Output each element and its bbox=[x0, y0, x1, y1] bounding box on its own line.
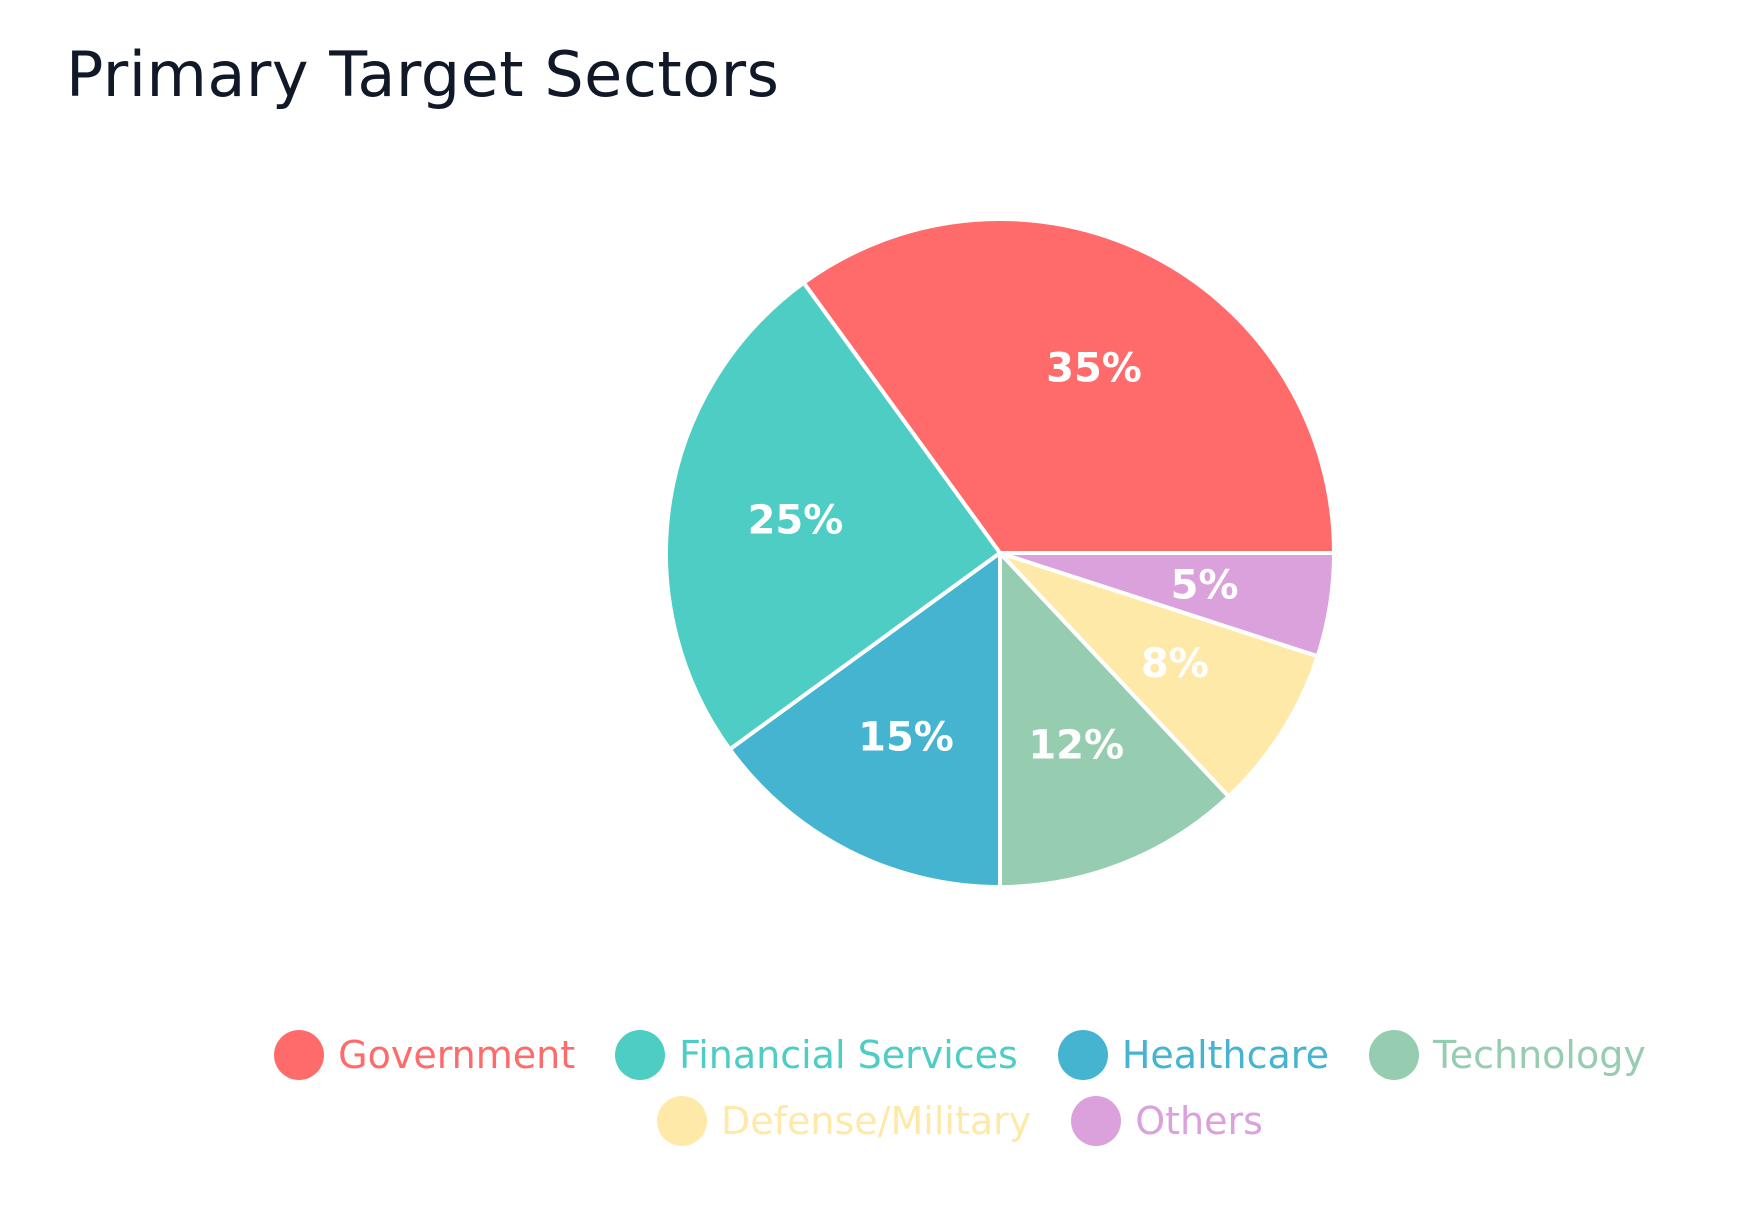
legend-swatch-icon bbox=[615, 1030, 666, 1080]
legend-swatch-icon bbox=[274, 1030, 325, 1080]
legend-swatch-icon bbox=[1368, 1030, 1419, 1080]
slice-label-defense-military: 8% bbox=[1141, 641, 1209, 687]
legend-label: Defense/Military bbox=[721, 1099, 1032, 1143]
legend-swatch-icon bbox=[657, 1096, 708, 1146]
legend-item-financial-services[interactable]: Financial Services bbox=[615, 1030, 1018, 1080]
slice-label-others: 5% bbox=[1171, 562, 1239, 608]
pie-slice-others[interactable] bbox=[998, 551, 1336, 659]
pie-slice-healthcare[interactable] bbox=[727, 551, 1002, 889]
legend-item-healthcare[interactable]: Healthcare bbox=[1057, 1030, 1329, 1080]
legend-swatch-icon bbox=[1071, 1096, 1122, 1146]
legend-swatch-icon bbox=[1057, 1030, 1108, 1080]
legend-label: Financial Services bbox=[679, 1033, 1018, 1077]
slice-label-government: 35% bbox=[1046, 345, 1142, 391]
slice-label-healthcare: 15% bbox=[858, 715, 954, 761]
legend-item-technology[interactable]: Technology bbox=[1368, 1030, 1646, 1080]
legend-label: Technology bbox=[1432, 1033, 1646, 1077]
pie-slice-defense-military[interactable] bbox=[998, 551, 1320, 799]
legend-label: Government bbox=[338, 1033, 576, 1077]
slices-layer bbox=[664, 217, 1336, 889]
legend-item-others[interactable]: Others bbox=[1071, 1096, 1263, 1146]
legend: Government Financial Services Healthcare Te… bbox=[200, 1030, 1720, 1146]
chart-title: Primary Target Sectors bbox=[66, 38, 780, 111]
pie-slice-financial-services[interactable] bbox=[664, 280, 1002, 752]
slice-label-financial-services: 25% bbox=[748, 498, 844, 544]
legend-item-defense-military[interactable]: Defense/Military bbox=[657, 1096, 1031, 1146]
pie-slice-government[interactable] bbox=[801, 217, 1336, 555]
legend-label: Healthcare bbox=[1121, 1033, 1329, 1077]
labels-layer: 35% 25% 15% 12% 8% 5% bbox=[748, 345, 1239, 768]
legend-item-government[interactable]: Government bbox=[274, 1030, 575, 1080]
legend-label: Others bbox=[1135, 1099, 1263, 1143]
slice-label-technology: 12% bbox=[1028, 723, 1124, 769]
pie-slice-technology[interactable] bbox=[998, 551, 1231, 889]
